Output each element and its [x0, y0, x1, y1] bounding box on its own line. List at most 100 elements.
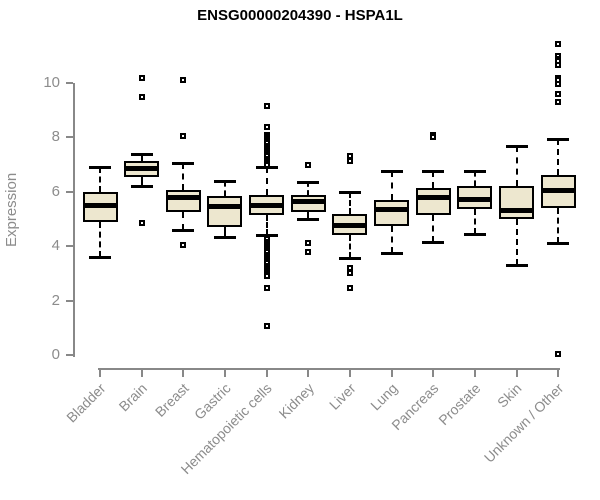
x-tick — [390, 370, 393, 377]
whisker-lower-liver — [348, 235, 351, 259]
box-breast — [165, 190, 201, 213]
whisker-lower-unknown-other — [557, 208, 560, 244]
outlier-point-kidney — [305, 248, 312, 255]
whisker-cap-lower-hematopoietic-cells — [255, 234, 278, 238]
x-axis-label-skin: Skin — [494, 380, 525, 411]
median-line-pancreas — [415, 194, 451, 200]
whisker-cap-upper-breast — [172, 162, 195, 166]
whisker-upper-gastric — [223, 180, 226, 196]
y-tick — [66, 354, 73, 356]
outlier-point-breast — [180, 133, 187, 140]
y-tick — [66, 82, 73, 84]
x-tick — [182, 370, 185, 377]
x-tick — [557, 370, 560, 377]
y-tick — [66, 190, 73, 193]
whisker-cap-upper-brain — [130, 152, 153, 156]
y-tick — [66, 245, 73, 248]
whisker-lower-skin — [515, 219, 518, 266]
outlier-point-unknown-other — [555, 40, 562, 47]
median-line-liver — [332, 223, 368, 229]
outlier-point-unknown-other — [555, 90, 562, 97]
x-axis-label-liver: Liver — [325, 380, 359, 413]
outlier-point-hematopoietic-cells — [263, 103, 270, 110]
outlier-point-liver — [346, 157, 353, 164]
whisker-upper-pancreas — [432, 171, 435, 188]
whisker-cap-lower-skin — [505, 264, 528, 268]
median-line-bladder — [82, 202, 118, 208]
whisker-cap-upper-kidney — [297, 181, 320, 185]
whisker-cap-lower-unknown-other — [547, 242, 570, 246]
whisker-cap-upper-unknown-other — [547, 137, 570, 141]
whisker-upper-hematopoietic-cells — [265, 167, 268, 195]
median-line-unknown-other — [540, 187, 576, 193]
y-tick-label: 0 — [51, 346, 60, 363]
outlier-point-liver — [346, 264, 353, 271]
whisker-upper-prostate — [473, 171, 476, 187]
whisker-cap-upper-gastric — [213, 179, 236, 183]
whisker-upper-lung — [390, 171, 393, 200]
whisker-lower-kidney — [307, 212, 310, 219]
median-line-kidney — [290, 198, 326, 204]
median-line-prostate — [457, 197, 493, 203]
whisker-upper-bladder — [99, 167, 101, 192]
median-line-gastric — [207, 204, 243, 210]
x-axis-label-brain: Brain — [115, 380, 150, 415]
outlier-point-hematopoietic-cells — [263, 323, 270, 330]
y-tick-label: 10 — [43, 74, 60, 91]
outlier-point-hematopoietic-cells — [263, 123, 270, 130]
whisker-upper-skin — [515, 145, 518, 187]
outlier-point-unknown-other — [555, 350, 562, 357]
box-pancreas — [415, 187, 451, 215]
whisker-lower-brain — [140, 176, 143, 187]
x-tick — [473, 370, 476, 377]
x-tick — [432, 370, 435, 377]
whisker-lower-hematopoietic-cells — [265, 214, 268, 236]
whisker-cap-lower-kidney — [297, 218, 320, 221]
whisker-upper-breast — [182, 163, 185, 191]
box-gastric — [207, 195, 243, 228]
x-axis-label-breast: Breast — [151, 380, 192, 420]
outlier-point-hematopoietic-cells — [263, 273, 270, 280]
y-axis-line — [73, 83, 75, 357]
x-axis-label-bladder: Bladder — [62, 380, 109, 426]
median-line-brain — [124, 166, 160, 172]
y-tick-label: 6 — [51, 182, 60, 200]
x-tick — [515, 370, 518, 377]
x-axis-line — [98, 368, 560, 370]
whisker-lower-bladder — [99, 221, 101, 258]
median-line-lung — [374, 206, 410, 212]
outlier-point-brain — [138, 93, 145, 100]
x-tick — [99, 370, 101, 377]
x-axis-label-prostate: Prostate — [435, 380, 484, 429]
whisker-lower-gastric — [223, 227, 226, 237]
outlier-point-liver — [346, 270, 353, 277]
whisker-cap-lower-bladder — [89, 256, 111, 260]
x-tick — [307, 370, 310, 377]
median-line-breast — [165, 194, 201, 200]
whisker-lower-prostate — [473, 209, 476, 234]
x-axis-label-kidney: Kidney — [275, 380, 317, 422]
outlier-point-breast — [180, 77, 187, 84]
whisker-upper-liver — [348, 191, 351, 214]
y-tick — [66, 299, 73, 302]
outlier-point-liver — [346, 285, 353, 292]
x-tick — [140, 370, 143, 377]
whisker-cap-upper-prostate — [463, 170, 486, 174]
whisker-cap-upper-lung — [380, 170, 403, 174]
x-tick — [348, 370, 351, 377]
y-tick-label: 8 — [51, 128, 60, 146]
y-tick — [66, 136, 73, 139]
outlier-point-hematopoietic-cells — [263, 162, 270, 169]
x-axis-label-unknown-other: Unknown / Other — [481, 380, 567, 466]
whisker-upper-brain — [140, 153, 143, 161]
whisker-cap-lower-lung — [380, 252, 403, 255]
whisker-cap-lower-brain — [130, 185, 153, 189]
outlier-point-brain — [138, 74, 145, 81]
outlier-point-brain — [138, 220, 145, 227]
box-skin — [499, 186, 535, 219]
outlier-point-unknown-other — [555, 62, 562, 69]
whisker-cap-upper-skin — [505, 144, 528, 148]
outlier-point-pancreas — [430, 134, 437, 141]
